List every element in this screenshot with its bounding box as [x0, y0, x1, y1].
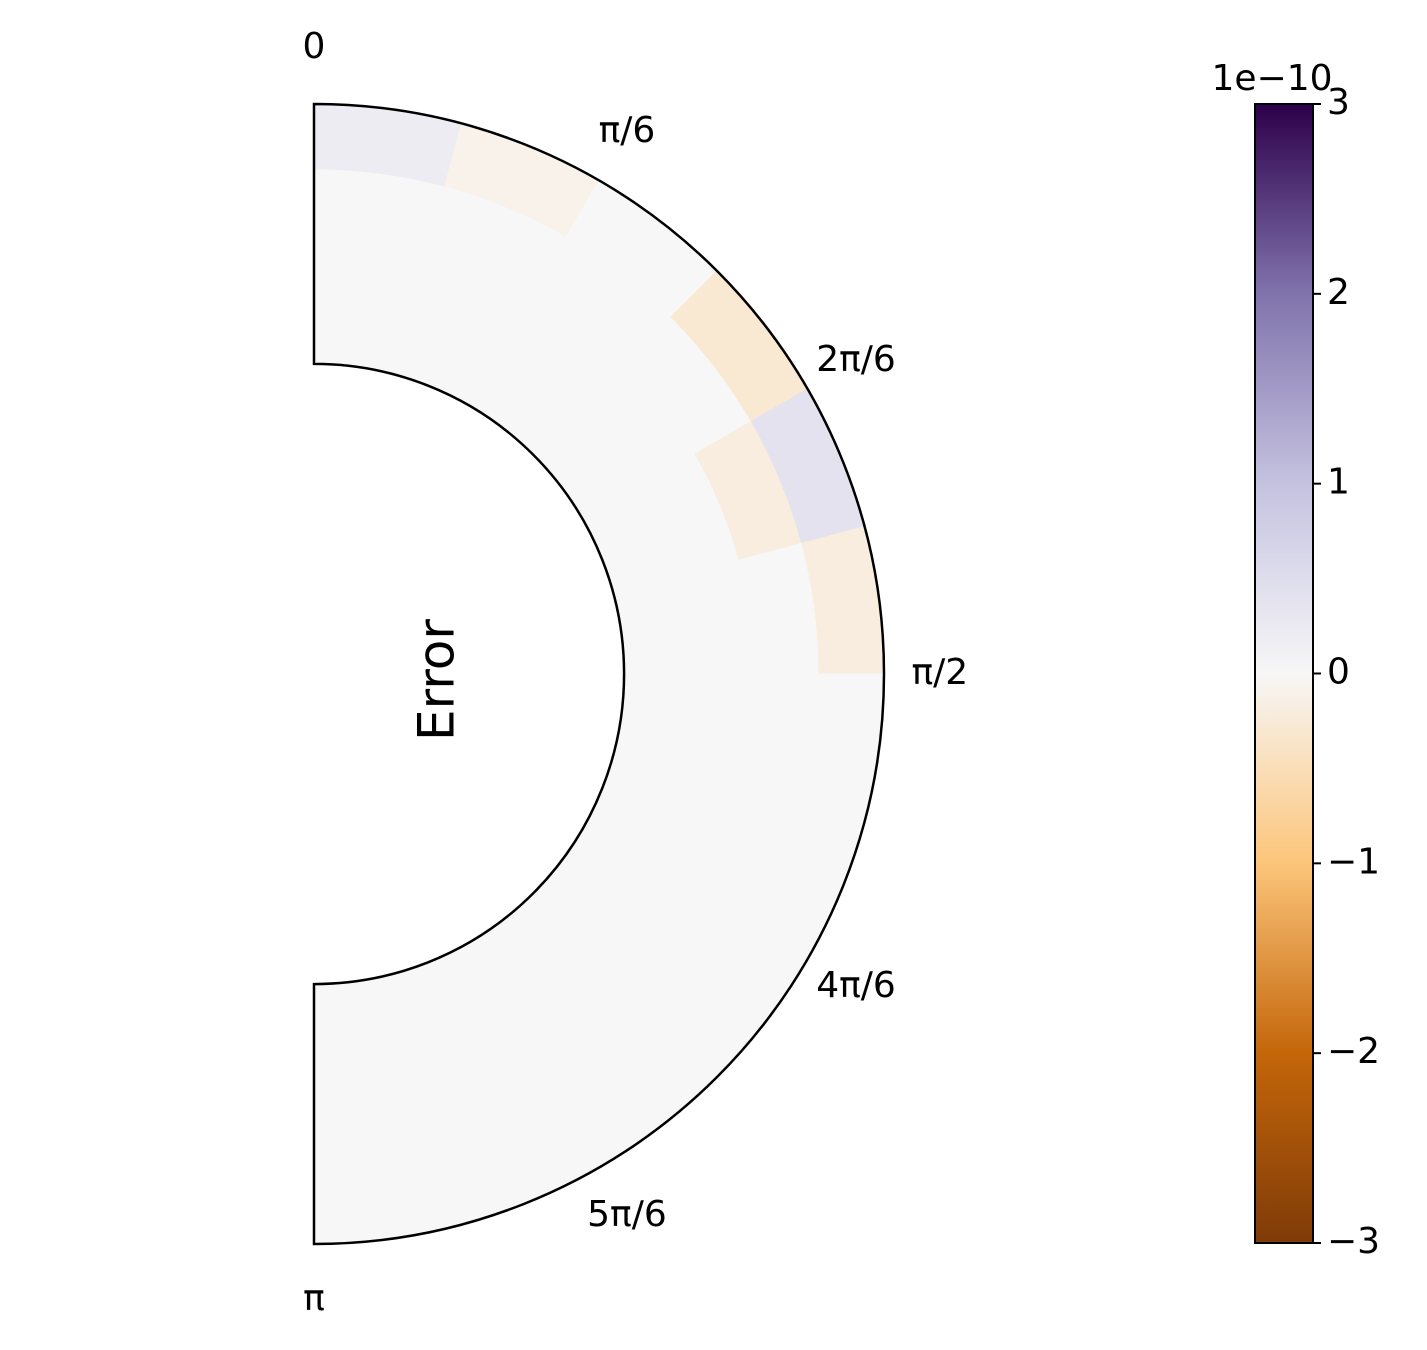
x-tick-label: 5π/6 — [587, 1194, 667, 1235]
x-tick-label: 4π/6 — [816, 965, 896, 1006]
colorbar-tick-label: −3 — [1327, 1221, 1380, 1262]
colorbar-tick-label: 3 — [1327, 82, 1350, 123]
colorbar-tick-label: 0 — [1327, 652, 1350, 693]
x-tick-label: 0 — [303, 26, 326, 67]
colorbar — [1254, 103, 1314, 1244]
x-tick-label: 2π/6 — [816, 339, 896, 380]
colorbar-offset-label: 1e−10 — [1211, 58, 1332, 99]
x-tick-label: π — [303, 1278, 325, 1319]
y-axis-label: Error — [408, 619, 466, 741]
x-tick-label: π/6 — [599, 110, 656, 151]
colorbar-tick-label: −2 — [1327, 1031, 1380, 1072]
plot-frame — [312, 102, 886, 1246]
x-tick-label: π/2 — [912, 652, 969, 693]
colorbar-tick-label: −1 — [1327, 841, 1380, 882]
colorbar-tick-label: 2 — [1327, 272, 1350, 313]
colorbar-tick-label: 1 — [1327, 462, 1350, 503]
